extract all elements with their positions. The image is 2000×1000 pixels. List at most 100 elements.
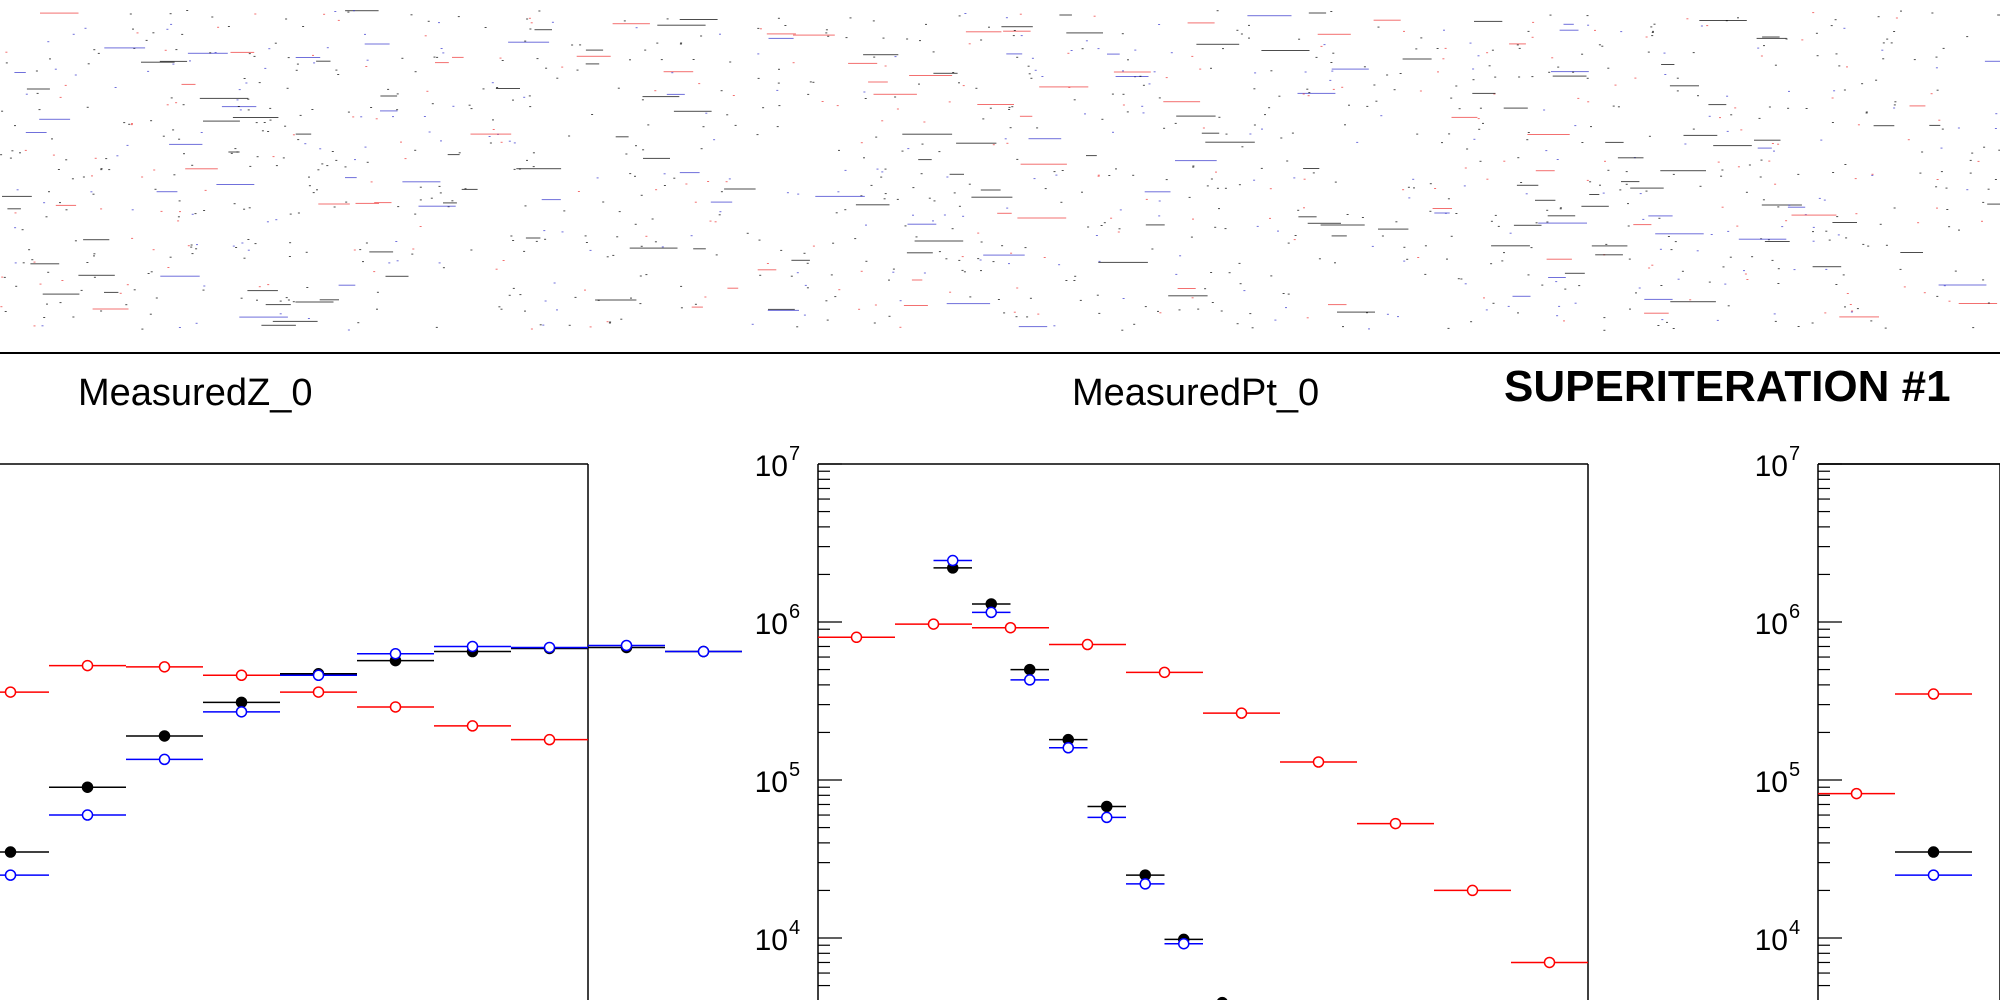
thumbnail-mark <box>1548 71 1551 73</box>
thumbnail-mark <box>1727 230 1730 232</box>
thumbnail-mark <box>1994 128 1997 129</box>
thumbnail-mark <box>1831 97 1834 99</box>
thumbnail-mark <box>175 49 178 51</box>
thumbnail-mark <box>961 269 964 271</box>
thumbnail-mark <box>719 33 721 35</box>
thumbnail-mark <box>1830 25 1833 27</box>
thumbnail-mark <box>1981 220 1983 222</box>
thumbnail-mark <box>1402 189 1405 191</box>
thumbnail-mark <box>530 328 533 330</box>
thumbnail-mark <box>423 116 426 117</box>
thumbnail-mark <box>395 241 398 242</box>
thumbnail-mark <box>1763 45 1765 47</box>
thumbnail-mark <box>1581 53 1584 55</box>
thumbnail-mark <box>189 60 191 62</box>
thumbnail-mark <box>1865 111 1868 113</box>
thumbnail-mark <box>1856 308 1859 310</box>
thumbnail-mark <box>1762 36 1780 38</box>
thumbnail-mark <box>92 308 129 310</box>
data-point-open <box>1389 817 1402 830</box>
thumbnail-mark <box>1644 298 1673 300</box>
thumbnail-mark <box>170 97 173 99</box>
thumbnail-mark <box>1429 183 1432 185</box>
thumbnail-mark <box>1977 160 1980 162</box>
data-point-open <box>1312 756 1325 768</box>
thumbnail-mark <box>1 276 4 278</box>
thumbnail-mark <box>414 71 417 73</box>
thumbnail-mark <box>1882 42 1885 44</box>
thumbnail-mark <box>1987 188 1990 190</box>
thumbnail-mark <box>1210 178 1213 180</box>
thumbnail-mark <box>946 303 991 305</box>
thumbnail-mark <box>729 61 732 63</box>
thumbnail-mark <box>1777 268 1780 270</box>
thumbnail-mark <box>584 289 586 291</box>
thumbnail-mark <box>1199 68 1202 70</box>
thumbnail-mark <box>863 54 899 56</box>
thumbnail-mark <box>1215 171 1217 173</box>
thumbnail-mark <box>162 135 165 137</box>
thumbnail-mark <box>299 114 302 116</box>
thumbnail-mark <box>458 152 461 154</box>
thumbnail-mark <box>713 139 716 141</box>
thumbnail-mark <box>849 17 852 19</box>
thumbnail-mark <box>1004 138 1007 140</box>
thumbnail-mark <box>1112 131 1114 133</box>
thumbnail-mark <box>1587 24 1590 26</box>
thumbnail-mark <box>907 148 910 150</box>
thumbnail-mark <box>1269 217 1271 219</box>
thumbnail-mark <box>424 35 427 37</box>
thumbnail-mark <box>1013 30 1016 31</box>
data-point-open <box>927 618 940 630</box>
thumbnail-mark <box>796 326 799 328</box>
thumbnail-mark <box>568 324 571 326</box>
thumbnail-mark <box>38 109 41 111</box>
thumbnail-mark <box>1768 106 1771 108</box>
thumbnail-mark <box>287 57 290 59</box>
thumbnail-mark <box>119 292 122 294</box>
thumbnail-mark <box>1966 36 1969 38</box>
thumbnail-mark <box>1363 66 1366 68</box>
thumbnail-mark <box>1674 241 1677 243</box>
thumbnail-mark <box>1531 36 1534 38</box>
thumbnail-mark <box>97 52 100 54</box>
thumbnail-mark <box>191 164 194 166</box>
thumbnail-mark <box>438 185 441 187</box>
thumbnail-mark <box>1551 57 1554 59</box>
thumbnail-mark <box>1969 172 1972 174</box>
thumbnail-mark <box>1087 226 1090 228</box>
thumbnail-mark <box>1532 21 1535 23</box>
thumbnail-mark <box>894 56 897 58</box>
thumbnail-mark <box>126 144 129 146</box>
thumbnail-mark <box>854 238 857 240</box>
thumbnail-mark <box>468 104 471 106</box>
thumbnail-mark <box>1929 124 1941 126</box>
thumbnail-mark <box>645 274 648 276</box>
thumbnail-mark <box>1708 115 1711 117</box>
thumbnail-mark <box>1601 45 1604 47</box>
thumbnail-mark <box>710 201 733 203</box>
thumbnail-mark <box>1464 167 1467 169</box>
thumbnail-mark <box>525 237 541 239</box>
thumbnail-mark <box>971 196 1013 198</box>
thumbnail-mark <box>1773 313 1776 315</box>
thumbnail-mark <box>1330 11 1333 12</box>
thumbnail-mark <box>65 159 68 161</box>
thumbnail-mark <box>512 99 514 101</box>
thumbnail-mark <box>827 35 830 37</box>
thumbnail-mark <box>1009 127 1012 129</box>
data-point-open <box>1158 666 1171 679</box>
thumbnail-mark <box>834 296 837 298</box>
thumbnail-mark <box>918 159 932 161</box>
thumbnail-mark <box>1239 283 1242 285</box>
thumbnail-mark <box>100 208 103 210</box>
thumbnail-mark <box>397 206 400 208</box>
thumbnail-mark <box>778 68 780 70</box>
thumbnail-mark <box>1486 52 1489 54</box>
thumbnail-mark <box>691 306 703 308</box>
thumbnail-mark <box>388 262 391 264</box>
thumbnail-mark <box>1936 207 1938 209</box>
thumbnail-mark <box>1740 129 1743 131</box>
thumbnail-mark <box>726 114 729 116</box>
thumbnail-mark <box>602 201 605 203</box>
